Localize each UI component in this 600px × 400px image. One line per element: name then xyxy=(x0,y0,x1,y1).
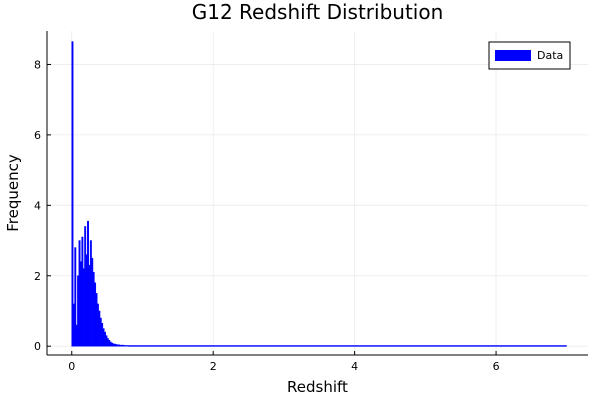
legend: Data xyxy=(488,41,571,70)
legend-label: Data xyxy=(537,49,563,62)
x-axis-title: Redshift xyxy=(287,378,348,396)
x-tick-label: 0 xyxy=(68,360,75,373)
y-axis-title: Frequency xyxy=(4,154,22,232)
y-tick-label: 4 xyxy=(34,199,41,212)
y-tick-label: 2 xyxy=(34,270,41,283)
histogram-tail xyxy=(128,345,567,347)
x-tick-label: 2 xyxy=(210,360,217,373)
x-tick-label: 4 xyxy=(351,360,358,373)
x-tick-label: 6 xyxy=(493,360,500,373)
axes xyxy=(46,31,588,356)
histogram-bar xyxy=(71,41,74,347)
histogram-bars xyxy=(71,41,567,347)
ticks: 0 2 4 6 0 2 4 6 8 xyxy=(34,58,500,373)
legend-swatch xyxy=(495,50,531,61)
y-tick-label: 6 xyxy=(34,129,41,142)
y-tick-label: 8 xyxy=(34,58,41,71)
y-tick-label: 0 xyxy=(34,340,41,353)
histogram-bar xyxy=(74,247,77,347)
chart-title: G12 Redshift Distribution xyxy=(192,0,444,24)
histogram-bar xyxy=(126,345,129,347)
